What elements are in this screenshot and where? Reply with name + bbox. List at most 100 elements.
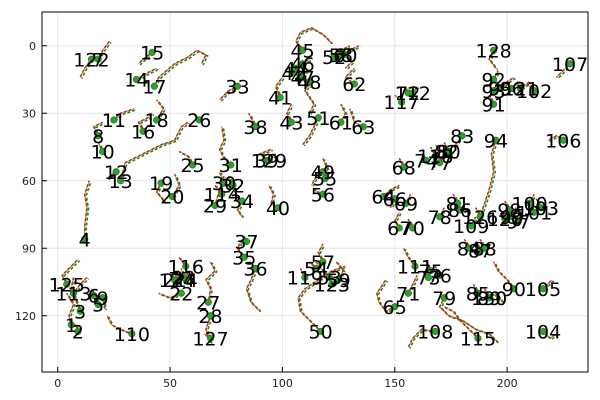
track-marker: [229, 181, 237, 189]
track-label: 99: [500, 207, 524, 229]
track-marker: [128, 330, 136, 338]
track-label: 25: [180, 155, 204, 177]
track-marker: [177, 289, 185, 297]
track-marker: [117, 177, 125, 185]
track-marker: [206, 312, 215, 320]
track-marker: [530, 87, 538, 95]
x-tick-label: 200: [497, 377, 518, 390]
track-label: 27: [196, 292, 220, 314]
track-label: 66: [383, 189, 407, 211]
track-label: 23: [171, 268, 195, 290]
track-marker: [436, 271, 444, 279]
track-label: 54: [304, 259, 328, 281]
track-marker: [409, 89, 417, 97]
track-labels: 1234567891011121314151617181920212223242…: [49, 40, 589, 350]
track-path-green: [342, 46, 361, 57]
track-marker: [391, 195, 399, 203]
track-marker: [514, 217, 522, 225]
track-marker: [238, 197, 246, 205]
track-marker: [182, 276, 190, 284]
track-marker: [319, 168, 327, 176]
track-marker: [150, 82, 158, 90]
track-label: 82: [434, 142, 458, 164]
track-path-green: [81, 60, 94, 79]
track-marker: [319, 190, 327, 198]
track-path-green: [157, 183, 168, 205]
track-label: 39: [255, 151, 279, 173]
track-marker: [411, 262, 419, 270]
track-marker: [204, 298, 212, 306]
track-marker: [350, 80, 358, 88]
track-label: 11: [102, 110, 126, 132]
track-label: 62: [342, 74, 366, 96]
track-marker: [490, 100, 498, 108]
track-label: 90: [502, 279, 526, 301]
track-label: 111: [397, 256, 433, 278]
x-tick-label: 100: [272, 377, 293, 390]
track-path-green: [323, 159, 330, 180]
track-label: 68: [392, 157, 416, 179]
track-marker: [525, 199, 534, 207]
track-label: 73: [416, 268, 440, 290]
track-marker: [299, 73, 307, 81]
x-tick-label: 150: [384, 377, 405, 390]
track-label: 91: [482, 94, 506, 116]
track-marker: [424, 273, 433, 282]
track-marker: [474, 289, 482, 297]
track-marker: [474, 334, 482, 342]
track-marker: [74, 327, 82, 336]
track-marker: [490, 75, 498, 84]
track-label: 18: [144, 110, 168, 132]
track-marker: [496, 84, 504, 93]
track-marker: [299, 60, 307, 68]
track-label: 86: [448, 200, 472, 222]
track-path: [439, 297, 499, 344]
track-label: 120: [487, 209, 523, 231]
track-marker: [456, 206, 464, 214]
track-label: 57: [311, 252, 335, 274]
track-label: 34: [230, 191, 254, 213]
y-tick-label: 30: [22, 107, 36, 120]
track-label: 124: [159, 270, 195, 292]
track-label: 127: [192, 328, 228, 350]
track-path-green: [139, 53, 155, 66]
track-marker: [67, 321, 75, 329]
x-tick-label: 0: [54, 377, 61, 390]
track-path-green: [67, 293, 76, 327]
track-path: [237, 239, 245, 258]
track-marker: [539, 327, 547, 336]
track-label: 108: [417, 322, 453, 344]
track-marker: [94, 132, 102, 140]
track-label: 16: [131, 121, 155, 143]
track-label: 43: [279, 112, 303, 134]
y-tick-label: 90: [22, 242, 36, 255]
track-label: 115: [460, 328, 496, 350]
track-label: 6: [88, 286, 100, 308]
track-marker: [537, 204, 545, 212]
track-path: [275, 77, 283, 98]
track-path-green: [298, 266, 348, 334]
track-label: 46: [291, 54, 315, 76]
track-marker: [440, 294, 448, 302]
track-path: [403, 248, 416, 267]
track-marker: [305, 78, 313, 86]
track-path: [268, 185, 279, 209]
track-path: [138, 113, 153, 132]
track-label: 116: [168, 256, 204, 278]
track-marker: [211, 201, 219, 210]
track-path: [295, 27, 333, 51]
track-path-green: [409, 276, 420, 295]
track-path-green: [287, 105, 294, 124]
track-label: 28: [198, 306, 222, 328]
track-marker: [337, 118, 345, 126]
y-tick-label: 60: [22, 175, 36, 188]
track-marker: [233, 82, 242, 90]
track-label: 78: [428, 207, 452, 229]
track-label: 47: [291, 67, 315, 89]
track-marker: [539, 285, 547, 293]
track-marker: [402, 199, 410, 207]
track-label: 83: [450, 126, 474, 148]
track-label: 109: [453, 216, 489, 238]
track-label: 118: [417, 146, 453, 168]
track-label: 44: [284, 58, 308, 80]
